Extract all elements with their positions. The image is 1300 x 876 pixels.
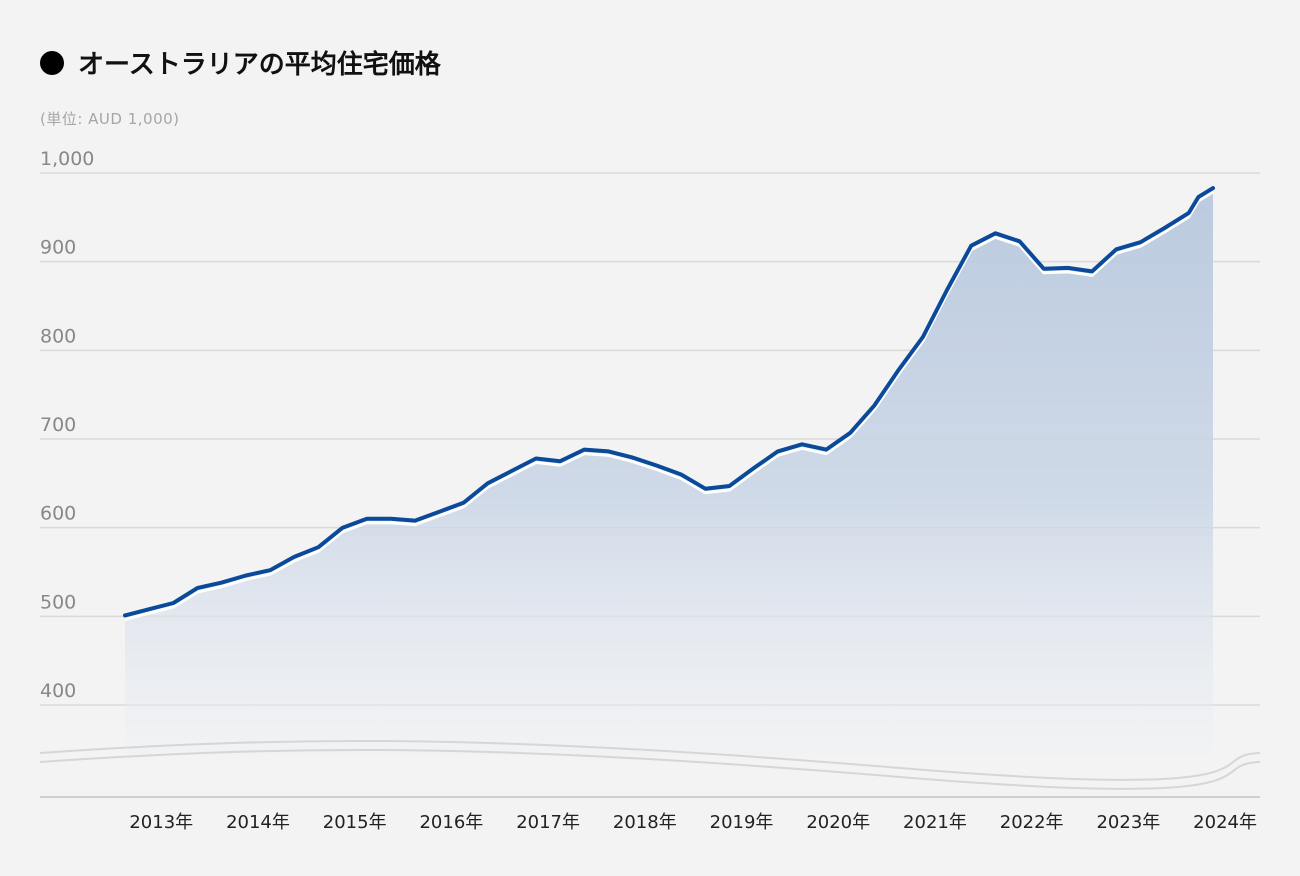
- axis-break-wave-upper: [39, 739, 1261, 781]
- x-tick-label-2019年: 2019年: [710, 812, 774, 833]
- x-tick-label-2021年: 2021年: [903, 812, 967, 833]
- x-tick-label-2015年: 2015年: [323, 812, 387, 833]
- axis-break-wave-lower: [39, 748, 1261, 790]
- x-tick-label-2020年: 2020年: [806, 812, 870, 833]
- y-tick-label-900: 900: [40, 237, 76, 259]
- bullet-dot-icon: [40, 50, 64, 75]
- x-tick-label-2013年: 2013年: [129, 812, 193, 833]
- x-tick-label-2017年: 2017年: [516, 812, 580, 833]
- price-line: [123, 186, 1215, 618]
- x-tick-label-2023年: 2023年: [1096, 812, 1160, 833]
- x-tick-label-2024年: 2024年: [1193, 812, 1257, 833]
- y-tick-label-400: 400: [40, 680, 76, 702]
- y-tick-label-600: 600: [40, 503, 76, 525]
- axis-break: [39, 739, 1261, 790]
- y-tick-label-700: 700: [40, 414, 76, 436]
- x-tick-label-2018年: 2018年: [613, 812, 677, 833]
- y-axis-ticks: 1,000 900 800 700 600 500 400: [40, 148, 94, 702]
- chart-title: オーストラリアの平均住宅価格: [40, 44, 441, 81]
- y-tick-label-800: 800: [40, 325, 76, 347]
- chart-title-text: オーストラリアの平均住宅価格: [78, 50, 441, 80]
- x-tick-label-2014年: 2014年: [226, 812, 290, 833]
- x-tick-label-2016年: 2016年: [419, 812, 483, 833]
- unit-label: (単位: AUD 1,000): [40, 110, 180, 128]
- x-axis-ticks: 2013年 2014年 2015年 2016年 2017年 2018年 2019年 2020年…: [129, 812, 1257, 833]
- x-tick-label-2022年: 2022年: [1000, 812, 1064, 833]
- price-line-highlight: [124, 190, 1214, 621]
- y-tick-label-500: 500: [40, 591, 76, 613]
- y-tick-label-1000: 1,000: [40, 148, 94, 170]
